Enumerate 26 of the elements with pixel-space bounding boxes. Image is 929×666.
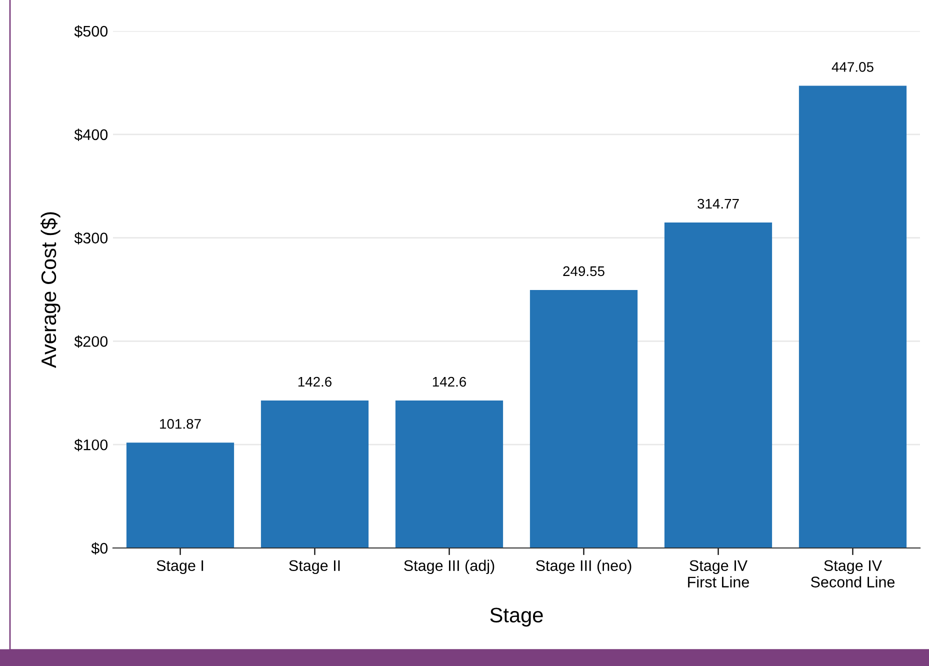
data-label: 314.77 — [698, 198, 739, 209]
bar — [395, 400, 504, 548]
y-tick-label: $500 — [74, 25, 108, 38]
y-tick-label: $400 — [74, 128, 108, 141]
x-tick-label: Stage III (adj) — [404, 560, 494, 574]
data-label: 142.6 — [432, 376, 466, 387]
y-tick-label: $100 — [74, 438, 108, 452]
data-label: 101.87 — [160, 418, 201, 429]
y-axis-title: Average Cost ($) — [40, 212, 60, 368]
bar — [260, 400, 369, 548]
data-label: 447.05 — [832, 62, 874, 72]
x-tick-label: Stage II — [289, 560, 340, 574]
x-tick-label: Stage I — [156, 560, 204, 574]
bar — [530, 290, 638, 548]
y-tick-label: $200 — [74, 335, 108, 348]
y-tick-label: $300 — [74, 232, 108, 244]
x-tick-label: Stage III (neo) — [536, 560, 632, 574]
bar — [664, 222, 772, 548]
bar — [126, 442, 234, 548]
bar — [798, 86, 907, 548]
x-tick-label: Stage IV First Line — [688, 560, 749, 588]
data-label: 249.55 — [563, 266, 604, 276]
x-axis-title: Stage — [490, 608, 543, 627]
data-label: 142.6 — [298, 376, 332, 387]
x-tick-label: Stage IV Second Line — [810, 560, 895, 588]
y-tick-label: $0 — [91, 542, 108, 555]
